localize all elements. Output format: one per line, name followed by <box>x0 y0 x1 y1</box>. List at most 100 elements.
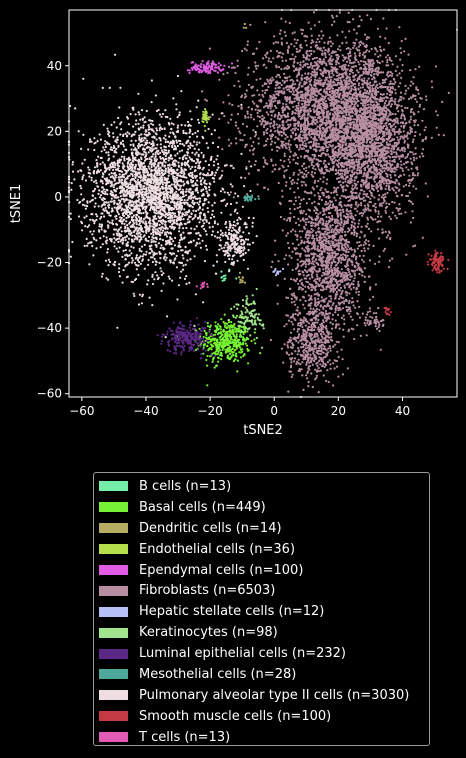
scatter-point <box>218 336 221 339</box>
scatter-point <box>371 84 374 87</box>
scatter-point <box>362 108 365 111</box>
scatter-point <box>315 41 318 44</box>
scatter-point <box>309 147 312 150</box>
scatter-point <box>311 104 314 107</box>
scatter-point <box>250 107 253 110</box>
scatter-point <box>332 51 335 54</box>
scatter-point <box>393 102 397 105</box>
scatter-point <box>301 74 304 77</box>
scatter-point <box>315 142 318 145</box>
scatter-point <box>356 145 359 148</box>
scatter-series <box>238 22 248 284</box>
scatter-point <box>325 110 328 113</box>
scatter-point <box>365 97 368 101</box>
scatter-point <box>407 53 410 56</box>
scatter-point <box>249 113 253 116</box>
scatter-point <box>243 22 246 26</box>
scatter-point <box>342 114 345 118</box>
scatter-point <box>243 47 246 50</box>
scatter-point <box>216 343 219 346</box>
scatter-point <box>377 212 380 215</box>
scatter-point <box>290 117 293 120</box>
scatter-point <box>254 65 257 68</box>
scatter-point <box>362 208 365 211</box>
scatter-point <box>227 347 230 350</box>
scatter-point <box>395 216 398 220</box>
scatter-point <box>337 74 340 77</box>
scatter-point <box>356 169 359 172</box>
scatter-point <box>288 86 292 89</box>
scatter-point <box>205 114 208 117</box>
scatter-point <box>322 46 326 49</box>
scatter-point <box>188 69 191 72</box>
scatter-point <box>365 44 368 47</box>
scatter-point <box>358 219 361 222</box>
scatter-point <box>262 106 266 109</box>
scatter-point <box>278 82 282 85</box>
scatter-point <box>271 110 274 113</box>
scatter-point <box>388 167 391 171</box>
scatter-point <box>350 148 353 151</box>
scatter-point <box>302 167 306 170</box>
scatter-point <box>248 149 252 152</box>
scatter-point <box>388 181 392 184</box>
scatter-point <box>206 364 209 367</box>
scatter-point <box>301 184 304 187</box>
scatter-point <box>379 93 382 96</box>
scatter-point <box>342 68 345 71</box>
scatter-point <box>244 145 247 148</box>
scatter-point <box>353 179 356 182</box>
scatter-point <box>395 179 399 182</box>
scatter-point <box>387 75 390 78</box>
scatter-point <box>357 194 360 197</box>
scatter-point <box>350 87 353 90</box>
scatter-point <box>298 99 301 102</box>
scatter-point <box>238 327 241 330</box>
scatter-point <box>359 40 362 43</box>
scatter-point <box>313 61 316 64</box>
scatter-point <box>197 64 200 67</box>
scatter-point <box>230 113 233 116</box>
scatter-point <box>291 131 295 134</box>
scatter-point <box>409 157 412 160</box>
scatter-point <box>310 136 313 139</box>
scatter-point <box>238 276 241 279</box>
scatter-point <box>239 346 242 349</box>
scatter-point <box>287 158 290 161</box>
scatter-point <box>385 118 388 121</box>
scatter-point <box>315 108 318 111</box>
scatter-point <box>305 44 308 47</box>
scatter-point <box>331 131 335 134</box>
scatter-point <box>303 83 306 86</box>
scatter-point <box>196 65 199 68</box>
scatter-point <box>331 162 335 165</box>
scatter-point <box>373 73 376 76</box>
scatter-point <box>408 174 411 177</box>
scatter-point <box>382 249 385 252</box>
scatter-point <box>203 329 206 332</box>
scatter-point <box>400 105 403 108</box>
scatter-point <box>353 52 356 55</box>
scatter-point <box>350 84 353 87</box>
scatter-point <box>212 357 215 360</box>
scatter-point <box>252 52 256 55</box>
scatter-point <box>380 202 383 205</box>
scatter-point <box>349 54 352 58</box>
scatter-point <box>281 102 285 105</box>
scatter-point <box>329 59 332 62</box>
scatter-point <box>406 137 409 140</box>
scatter-point <box>318 110 321 113</box>
scatter-point <box>365 195 368 198</box>
scatter-point <box>412 76 415 79</box>
scatter-point <box>243 339 247 342</box>
scatter-point <box>231 329 234 333</box>
scatter-point <box>399 166 402 169</box>
scatter-point <box>412 138 415 141</box>
scatter-point <box>363 144 366 147</box>
scatter-point <box>319 160 322 163</box>
scatter-point <box>401 63 404 67</box>
scatter-point <box>334 50 337 53</box>
scatter-point <box>291 93 294 96</box>
scatter-point <box>343 173 346 177</box>
scatter-point <box>414 152 417 155</box>
